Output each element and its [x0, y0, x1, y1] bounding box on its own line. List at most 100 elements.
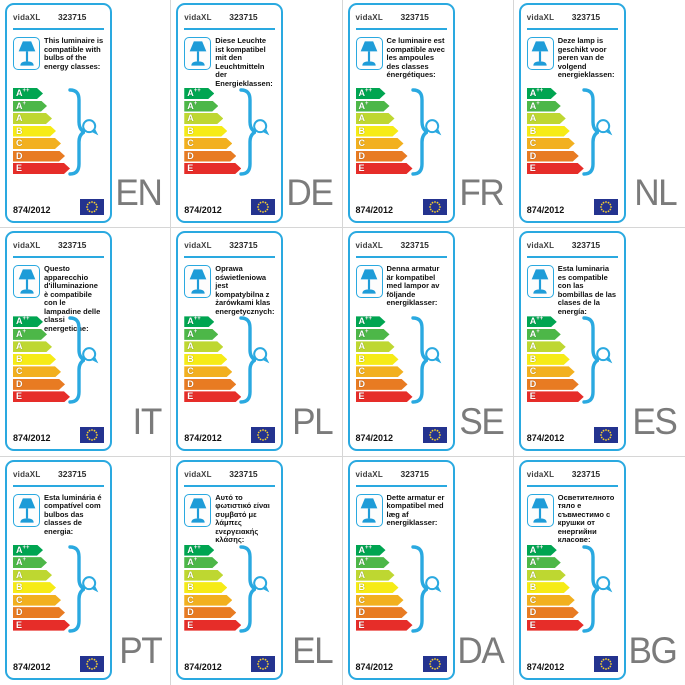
energy-class-arrow: A+ — [527, 329, 561, 340]
energy-class-letter: A — [529, 113, 537, 123]
product-number: 323715 — [58, 240, 87, 251]
regulation-number: 874/2012 — [526, 433, 565, 444]
compatibility-text: Questo apparecchio d'illuminazione è com… — [44, 264, 101, 333]
energy-class-arrow: E — [356, 620, 413, 631]
energy-class-letter: C — [187, 138, 194, 148]
regulation-number: 874/2012 — [526, 205, 565, 215]
energy-class-letter: A — [358, 569, 365, 580]
brand-logo: vidaXL — [184, 13, 212, 22]
brand-logo: vidaXL — [184, 241, 212, 251]
regulation-number: 874/2012 — [526, 661, 565, 672]
brace-icon — [410, 316, 430, 409]
energy-class-letter: A — [529, 557, 537, 568]
eu-flag-icon — [251, 199, 276, 215]
energy-class-plus: ++ — [22, 544, 30, 551]
card-intro: Esta luminaria es compatible con las bom… — [526, 265, 618, 316]
energy-class-arrow: B — [184, 354, 227, 365]
energy-class-letter: D — [358, 378, 365, 389]
compatibility-text: Dette armatur er kompatibel med læg af e… — [386, 492, 445, 528]
energy-class-letter: E — [529, 391, 536, 402]
energy-class-plus: ++ — [365, 316, 373, 323]
energy-class-arrow: E — [184, 163, 241, 174]
card-header: vidaXL 323715 — [184, 10, 276, 30]
energy-class-plus: ++ — [22, 316, 30, 323]
energy-class-letter: A — [358, 316, 365, 327]
energy-class-plus: + — [193, 557, 198, 564]
brand-logo: vidaXL — [355, 13, 383, 22]
brand-logo: vidaXL — [526, 469, 555, 479]
energy-class-letter: E — [187, 619, 194, 630]
energy-class-arrow: B — [527, 354, 570, 365]
energy-class-arrow: D — [527, 607, 579, 618]
compatibility-text: Deze lamp is geschikt voor peren van de … — [557, 36, 615, 79]
energy-label-card: vidaXL 323715 Diese Leuchte ist kompatib… — [176, 3, 284, 223]
bulb-icon — [422, 573, 448, 604]
language-code: EL — [292, 629, 334, 671]
energy-class-letter: C — [358, 138, 365, 148]
energy-scale-area: A++ A+ A B C D E — [356, 545, 447, 656]
energy-class-arrow: B — [356, 582, 399, 593]
label-cell: vidaXL 323715 Diese Leuchte ist kompatib… — [171, 0, 343, 229]
card-footer: 874/2012 — [355, 655, 447, 674]
regulation-number: 874/2012 — [355, 661, 394, 672]
energy-scale-area: A++ A+ A B C D E — [527, 545, 618, 656]
energy-class-plus: + — [193, 328, 198, 335]
label-cell: vidaXL 323715 Esta luminaria es compatib… — [513, 228, 685, 457]
product-number: 323715 — [229, 468, 258, 479]
energy-class-arrow: A — [184, 113, 223, 124]
lamp-icon — [526, 37, 554, 70]
energy-class-arrow: E — [13, 391, 70, 402]
energy-class-letter: E — [358, 163, 365, 173]
energy-class-letter: A — [187, 341, 194, 352]
card-header: vidaXL 323715 — [13, 10, 104, 30]
card-intro: Осветителното тяло е съвместимо с крушки… — [526, 493, 618, 544]
energy-class-arrow: D — [13, 151, 65, 162]
energy-class-letter: A — [187, 557, 194, 568]
energy-class-plus: + — [193, 100, 198, 107]
energy-label-card: vidaXL 323715 Deze lamp is geschikt voor… — [518, 3, 626, 223]
energy-class-letter: A — [529, 316, 537, 327]
energy-class-arrow: A++ — [13, 545, 43, 556]
language-code: PL — [292, 400, 334, 442]
card-footer: 874/2012 — [356, 199, 447, 217]
label-cell: vidaXL 323715 Dette armatur er kompatibe… — [342, 456, 514, 685]
regulation-number: 874/2012 — [184, 661, 222, 672]
energy-class-plus: + — [22, 100, 27, 107]
energy-class-arrow: D — [184, 151, 236, 162]
energy-class-arrow: A++ — [13, 316, 43, 327]
eu-flag-icon — [80, 655, 104, 672]
card-footer: 874/2012 — [184, 655, 276, 674]
card-footer: 874/2012 — [526, 655, 618, 674]
card-header: vidaXL 323715 — [13, 238, 104, 259]
energy-class-arrow: B — [184, 582, 227, 593]
card-intro: Diese Leuchte ist kompatibel mit den Leu… — [184, 36, 275, 87]
energy-class-letter: A — [358, 100, 365, 111]
brace-icon — [68, 88, 88, 181]
energy-label-card: vidaXL 323715 Oprawa oświetleniowa jest … — [176, 231, 284, 452]
energy-class-arrow: B — [356, 126, 399, 137]
energy-class-letter: D — [187, 378, 194, 389]
energy-class-arrow: A++ — [184, 88, 214, 99]
product-number: 323715 — [58, 468, 87, 479]
eu-flag-icon — [251, 427, 276, 444]
product-number: 323715 — [400, 240, 429, 251]
language-code: IT — [132, 400, 163, 442]
energy-class-letter: B — [358, 582, 365, 593]
energy-class-plus: ++ — [536, 88, 544, 94]
energy-class-arrow: A — [356, 570, 395, 581]
energy-class-arrow: C — [527, 138, 575, 149]
energy-class-letter: B — [358, 125, 365, 136]
eu-flag-icon — [593, 655, 618, 672]
energy-class-arrow: E — [527, 391, 584, 402]
energy-class-letter: C — [16, 366, 23, 377]
energy-class-letter: B — [529, 125, 537, 136]
card-footer: 874/2012 — [184, 199, 276, 217]
eu-flag-icon — [422, 655, 447, 672]
compatibility-text: Oprawa oświetleniowa jest kompatybilna z… — [215, 264, 275, 316]
bulb-icon — [593, 344, 619, 375]
energy-class-arrow: C — [527, 595, 575, 606]
energy-class-arrow: D — [527, 151, 579, 162]
regulation-number: 874/2012 — [355, 205, 394, 215]
product-number: 323715 — [229, 12, 258, 22]
energy-class-letter: B — [358, 353, 365, 364]
